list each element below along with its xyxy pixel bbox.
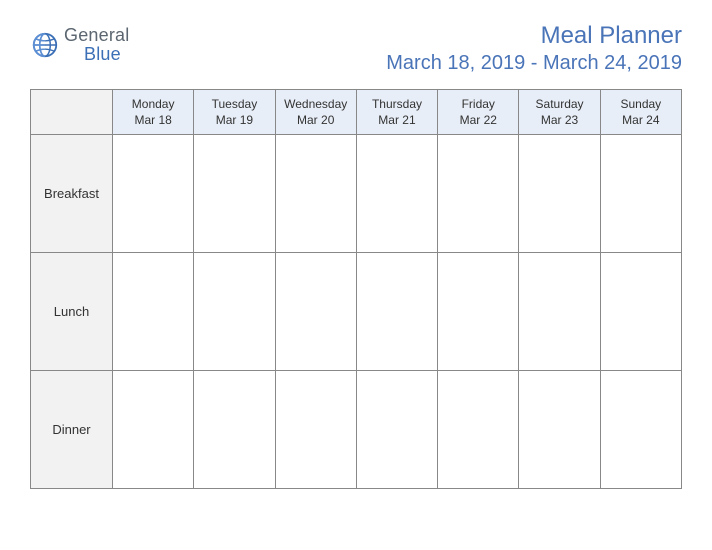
- logo-word-2: Blue: [84, 45, 121, 64]
- cell: [194, 253, 275, 371]
- cell: [356, 135, 437, 253]
- meal-planner-table: MondayMar 18 TuesdayMar 19 WednesdayMar …: [30, 89, 682, 489]
- header-row: MondayMar 18 TuesdayMar 19 WednesdayMar …: [31, 90, 682, 135]
- title-block: Meal Planner March 18, 2019 - March 24, …: [386, 22, 682, 75]
- table-row: Dinner: [31, 371, 682, 489]
- col-header-sat: SaturdayMar 23: [519, 90, 600, 135]
- col-header-mon: MondayMar 18: [113, 90, 194, 135]
- row-label-dinner: Dinner: [31, 371, 113, 489]
- col-header-thu: ThursdayMar 21: [356, 90, 437, 135]
- globe-icon: [30, 30, 60, 60]
- corner-cell: [31, 90, 113, 135]
- cell: [600, 135, 681, 253]
- cell: [356, 253, 437, 371]
- row-label-lunch: Lunch: [31, 253, 113, 371]
- cell: [438, 253, 519, 371]
- cell: [275, 135, 356, 253]
- logo-word-1: General: [64, 25, 129, 45]
- col-header-tue: TuesdayMar 19: [194, 90, 275, 135]
- cell: [519, 253, 600, 371]
- header: General Blue Meal Planner March 18, 2019…: [30, 22, 682, 75]
- row-label-breakfast: Breakfast: [31, 135, 113, 253]
- cell: [194, 371, 275, 489]
- cell: [519, 371, 600, 489]
- cell: [275, 253, 356, 371]
- col-header-sun: SundayMar 24: [600, 90, 681, 135]
- meal-planner-document: General Blue Meal Planner March 18, 2019…: [0, 0, 712, 519]
- table-row: Lunch: [31, 253, 682, 371]
- cell: [438, 135, 519, 253]
- cell: [113, 135, 194, 253]
- page-title: Meal Planner: [386, 22, 682, 50]
- cell: [194, 135, 275, 253]
- cell: [275, 371, 356, 489]
- logo: General Blue: [30, 22, 129, 64]
- cell: [113, 371, 194, 489]
- date-range: March 18, 2019 - March 24, 2019: [386, 52, 682, 75]
- cell: [600, 253, 681, 371]
- cell: [438, 371, 519, 489]
- cell: [600, 371, 681, 489]
- col-header-wed: WednesdayMar 20: [275, 90, 356, 135]
- cell: [113, 253, 194, 371]
- cell: [356, 371, 437, 489]
- col-header-fri: FridayMar 22: [438, 90, 519, 135]
- cell: [519, 135, 600, 253]
- table-row: Breakfast: [31, 135, 682, 253]
- logo-text: General Blue: [64, 26, 129, 64]
